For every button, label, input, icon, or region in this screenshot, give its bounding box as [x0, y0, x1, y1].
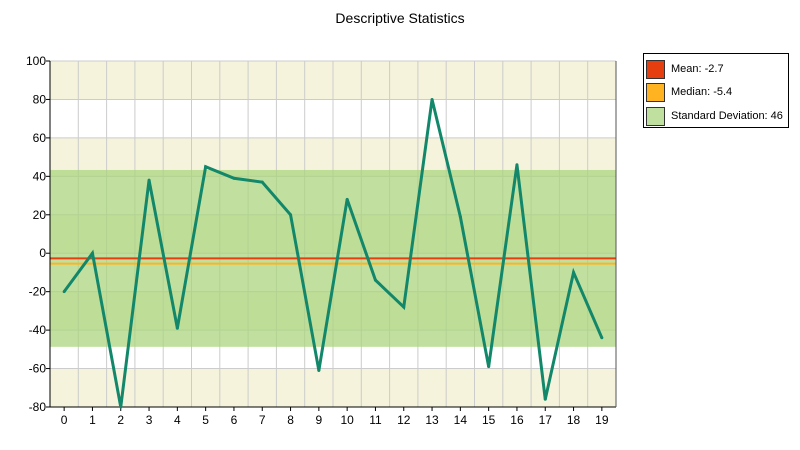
x-tick-label: 19: [595, 413, 609, 427]
legend: Mean: -2.7 Median: -5.4 Standard Deviati…: [643, 53, 789, 128]
x-tick-label: 15: [482, 413, 496, 427]
data-point: [90, 251, 94, 255]
data-point: [458, 215, 462, 219]
data-point: [260, 180, 264, 184]
y-tick-label: -80: [29, 400, 47, 414]
data-point: [543, 397, 547, 401]
x-tick-label: 8: [287, 413, 294, 427]
data-series-line: [62, 99, 604, 408]
data-point: [204, 165, 208, 169]
legend-label-mean: Mean: -2.7: [671, 63, 724, 75]
legend-swatch-mean: [646, 59, 665, 79]
y-tick-label: 60: [33, 131, 47, 145]
x-tick-label: 13: [425, 413, 439, 427]
data-point: [402, 305, 406, 309]
x-tick-label: 3: [146, 413, 153, 427]
legend-item-mean: Mean: -2.7: [646, 58, 724, 80]
y-tick-label: 100: [26, 54, 46, 68]
data-point: [515, 163, 519, 167]
x-tick-label: 11: [369, 413, 382, 427]
x-tick-label: 10: [340, 413, 354, 427]
data-point: [289, 213, 293, 217]
data-point: [600, 336, 604, 340]
y-tick-label: -60: [29, 362, 47, 376]
data-point: [119, 405, 123, 409]
chart-title: Descriptive Statistics: [335, 10, 465, 26]
legend-item-std-dev: Standard Deviation: 46: [646, 105, 783, 127]
x-tick-label: 18: [567, 413, 581, 427]
legend-label-median: Median: -5.4: [671, 86, 733, 98]
x-tick-label: 6: [231, 413, 238, 427]
legend-swatch-std-dev: [646, 106, 665, 126]
x-tick-label: 17: [539, 413, 553, 427]
y-tick-label: 0: [39, 246, 46, 260]
data-point: [572, 270, 576, 274]
y-tick-label: 80: [33, 92, 47, 106]
data-point: [147, 178, 151, 182]
data-point: [175, 326, 179, 330]
x-tick-label: 2: [117, 413, 124, 427]
x-tick-label: 7: [259, 413, 266, 427]
y-tick-label: 20: [33, 208, 47, 222]
y-tick-label: -20: [29, 285, 47, 299]
y-tick-label: -40: [29, 323, 47, 337]
data-point: [430, 97, 434, 101]
legend-label-std-dev: Standard Deviation: 46: [671, 110, 783, 122]
data-point: [487, 365, 491, 369]
legend-swatch-median: [646, 82, 665, 102]
x-tick-label: 9: [316, 413, 323, 427]
x-tick-label: 4: [174, 413, 181, 427]
x-tick-label: 12: [397, 413, 411, 427]
x-tick-label: 14: [454, 413, 468, 427]
data-point: [232, 176, 236, 180]
data-point: [345, 197, 349, 201]
x-tick-label: 16: [510, 413, 524, 427]
data-point: [373, 278, 377, 282]
x-tick-label: 1: [89, 413, 96, 427]
legend-item-median: Median: -5.4: [646, 81, 732, 103]
data-point: [62, 290, 66, 294]
y-tick-label: 40: [33, 169, 47, 183]
x-tick-label: 0: [61, 413, 68, 427]
x-tick-label: 5: [202, 413, 209, 427]
data-point: [317, 368, 321, 372]
